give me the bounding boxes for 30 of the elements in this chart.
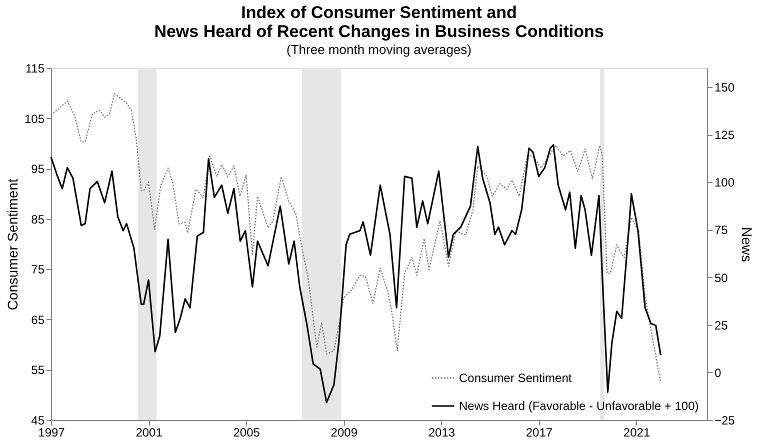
y-tick-label: 65 — [31, 312, 45, 327]
y2-tick-label: 100 — [714, 176, 735, 190]
y2-axis-title: News — [738, 226, 755, 262]
y-axis-title: Consumer Sentiment — [4, 178, 20, 310]
y-tick-label: 95 — [31, 162, 45, 176]
x-tick-label: 2017 — [526, 426, 553, 440]
x-tick-label: 2013 — [428, 426, 456, 440]
x-tick-label: 2001 — [136, 426, 163, 440]
y-tick-label: 105 — [24, 112, 45, 126]
text: Index of Consumer Sentiment and — [241, 3, 517, 22]
y2-tick-label: 25 — [714, 318, 728, 332]
y2-tick-label: 150 — [714, 80, 735, 95]
y-tick-label: 115 — [25, 62, 45, 76]
y2-tick-label: 125 — [714, 128, 735, 142]
x-tick-label: 1997 — [38, 426, 66, 440]
y-tick-label: 45 — [31, 414, 45, 428]
x-tick-label: 2005 — [233, 426, 260, 440]
x-tick-label: 2021 — [623, 426, 650, 440]
y-tick-label: 75 — [31, 262, 45, 277]
chart-subtitle: (Three month moving averages) — [286, 42, 472, 57]
y2-tick-label: 75 — [714, 223, 728, 238]
text: News Heard of Recent Changes in Business Conditions — [154, 22, 604, 41]
legend-label: News Heard (Favorable - Unfavorable + 100) — [459, 399, 699, 413]
y-tick-label: 85 — [31, 212, 45, 226]
y-tick-label: 55 — [31, 363, 45, 378]
x-tick-label: 2009 — [330, 426, 358, 440]
legend-label: Consumer Sentiment — [459, 371, 572, 385]
y2-tick-label: −25 — [714, 414, 736, 428]
y2-tick-label: 50 — [714, 270, 728, 285]
y2-tick-label: 0 — [714, 366, 722, 380]
